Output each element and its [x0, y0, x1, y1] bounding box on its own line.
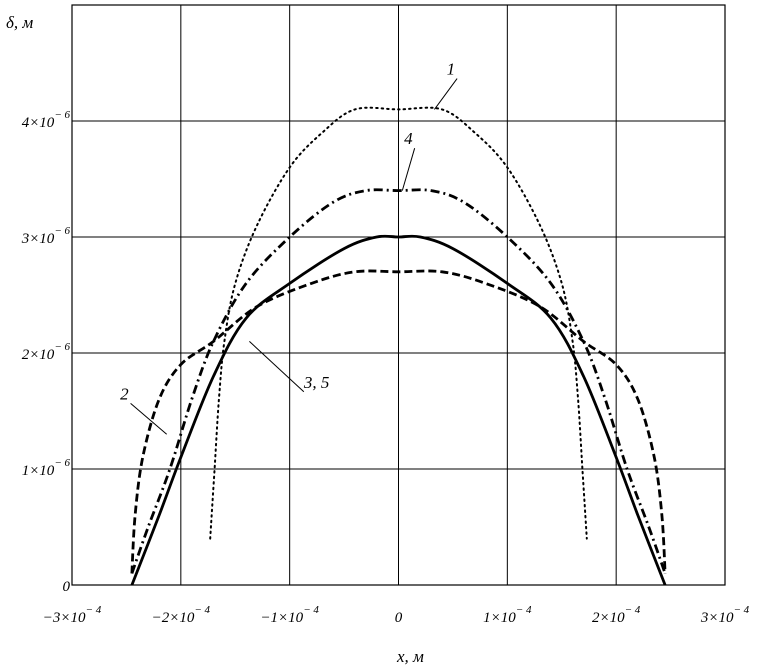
y-tick-label-2: 2×10− 6: [22, 341, 71, 363]
plot-border: [71, 4, 726, 586]
series-line-2: [130, 234, 667, 586]
annotation-leader-0: [434, 78, 458, 110]
y-tick-label-3: 3×10− 6: [21, 225, 71, 247]
y-tick-label-4: 4×10− 6: [22, 109, 71, 131]
x-tick-label-6: 3×10− 4: [700, 604, 750, 626]
series-line-1: [130, 269, 667, 574]
grid: [71, 5, 726, 586]
annotation-label-1: 4: [404, 129, 413, 148]
x-tick-label-3: 0: [395, 610, 403, 626]
x-tick-label-5: 2×10− 4: [592, 604, 641, 626]
x-tick-label-1: −2×10− 4: [152, 604, 211, 626]
annotation-label-2: 2: [120, 384, 129, 403]
annotation-label-0: 1: [447, 60, 456, 79]
annotation-leader-1: [401, 148, 416, 191]
x-tick-label-2: −1×10− 4: [260, 604, 319, 626]
x-axis-label: x, м: [396, 647, 424, 666]
series-line-3: [130, 188, 667, 574]
annotation-label-3: 3, 5: [303, 373, 330, 392]
x-tick-label-0: −3×10− 4: [43, 604, 102, 626]
plot-frame: [71, 4, 726, 586]
annotation-leader-3: [249, 341, 305, 393]
y-axis-label: δ, м: [6, 13, 33, 32]
y-tick-labels: 0 1×10− 6 2×10− 6 3×10− 6 4×10− 6: [21, 109, 71, 595]
x-tick-labels: −3×10− 4 −2×10− 4 −1×10− 4 0 1×10− 4 2×10− 4 3…: [43, 604, 750, 626]
series-annotations: 1 4 2 3, 5: [120, 60, 458, 435]
series-lines: [130, 106, 667, 586]
annotation-leader-2: [130, 403, 168, 435]
y-tick-label-0: 0: [63, 579, 71, 595]
series-line-0: [209, 106, 588, 540]
x-tick-label-4: 1×10− 4: [483, 604, 532, 626]
y-tick-label-1: 1×10− 6: [22, 457, 71, 479]
